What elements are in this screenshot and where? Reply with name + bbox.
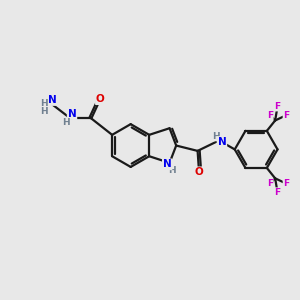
Text: H: H bbox=[212, 131, 220, 140]
Text: N: N bbox=[218, 137, 226, 147]
Text: N: N bbox=[68, 109, 76, 119]
Text: H: H bbox=[40, 107, 48, 116]
Text: N: N bbox=[48, 95, 57, 105]
Text: N: N bbox=[163, 159, 172, 169]
Text: H: H bbox=[168, 166, 176, 175]
Text: F: F bbox=[267, 111, 273, 120]
Text: O: O bbox=[195, 167, 203, 177]
Text: F: F bbox=[274, 102, 280, 111]
Text: O: O bbox=[96, 94, 105, 104]
Text: H: H bbox=[62, 118, 70, 127]
Text: F: F bbox=[274, 188, 280, 197]
Text: F: F bbox=[284, 111, 290, 120]
Text: H: H bbox=[40, 99, 48, 108]
Text: F: F bbox=[267, 179, 273, 188]
Text: F: F bbox=[284, 179, 290, 188]
